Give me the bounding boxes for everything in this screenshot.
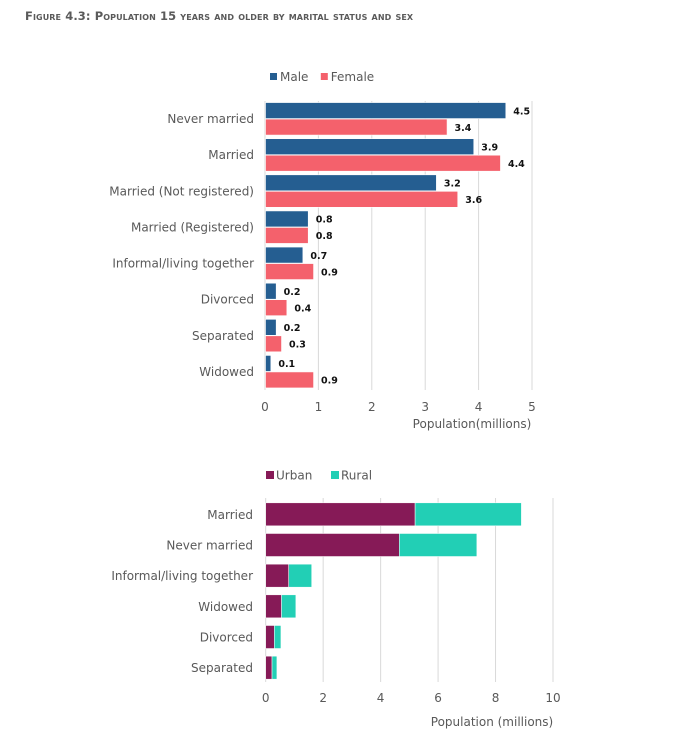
bar-urban-never-married [265,533,400,557]
bar-rural-separated [271,655,278,680]
x-tick-label: 3 [421,400,429,414]
bar-urban-separated [265,655,273,680]
data-label-male-separated: 0.2 [284,323,301,334]
legend-swatch-male [270,73,277,80]
bar-female-widowed [265,371,314,389]
data-label-female-married-registered: 0.8 [316,231,333,242]
figure-title: Figure 4.3: Population 15 years and olde… [25,9,414,23]
bar-male-informal-living-together [265,246,304,264]
legend-label-rural: Rural [341,469,372,483]
data-label-male-never-married: 4.5 [513,106,530,117]
data-label-male-widowed: 0.1 [278,359,295,370]
category-label-informal-living-together: Informal/living together [112,257,254,271]
bar-rural-never-married [399,533,478,557]
legend-label-female: Female [331,70,374,84]
x-tick-label: 4 [377,691,385,705]
bar-female-never-married [265,118,448,136]
bar-male-separated [265,319,277,336]
legend: Urban Rural [266,469,372,483]
legend-swatch-urban [266,471,274,479]
legend-label-male: Male [280,70,308,84]
bar-male-married [265,138,475,155]
data-label-female-never-married: 3.4 [455,123,472,134]
data-label-female-separated: 0.3 [289,340,306,351]
legend-swatch-female [320,73,328,80]
x-tick-label: 4 [475,400,483,414]
bar-urban-married [265,502,416,527]
gridlines [265,498,554,682]
data-label-male-informal-living-together: 0.7 [310,251,327,262]
category-label-separated: Separated [191,661,253,675]
data-label-female-married-not-registered: 3.6 [465,195,482,206]
marital-status-by-area-chart: Married Never married Informal/living toge… [111,469,561,730]
category-label-widowed: Widowed [198,600,253,614]
gridlines [264,101,533,390]
data-label-female-informal-living-together: 0.9 [321,267,338,278]
bars [265,502,522,680]
data-label-female-widowed: 0.9 [321,376,338,387]
x-tick-label: 6 [434,691,442,705]
bar-male-divorced [265,282,277,300]
x-tick-label: 5 [528,400,536,414]
category-label-divorced: Divorced [200,631,253,645]
x-tick-label: 8 [492,691,500,705]
bar-rural-divorced [274,625,282,649]
bar-female-married [265,154,501,172]
data-label-male-married: 3.9 [481,142,498,153]
category-label-married-not-registered: Married (Not registered) [109,184,254,198]
bar-female-separated [265,335,282,353]
x-axis-label: Population(millions) [413,417,532,431]
data-labels: 4.5 3.4 3.9 4.4 3.2 3.6 0.8 0.8 0.7 0.9 0.2 0.4 0.2 0… [278,106,530,386]
x-tick-labels: 0 1 2 3 4 5 [261,400,536,414]
x-tick-label: 10 [545,691,560,705]
bars [265,102,507,389]
x-axis-label: Population (millions) [431,715,553,729]
bar-female-divorced [265,299,288,316]
category-label-never-married: Never married [166,539,253,553]
bar-female-informal-living-together [265,263,314,280]
bar-male-married-registered [265,210,309,228]
bar-male-married-not-registered [265,174,437,192]
x-tick-label: 2 [368,400,376,414]
data-label-female-married: 4.4 [508,159,525,170]
category-label-separated: Separated [192,329,254,343]
category-labels: Married Never married Informal/living toge… [111,508,253,675]
x-tick-labels: 0 2 4 6 8 10 [262,691,561,705]
data-label-male-married-registered: 0.8 [316,215,333,226]
category-label-divorced: Divorced [201,293,254,307]
bar-male-widowed [265,355,272,372]
category-label-married: Married [208,148,254,162]
bar-rural-informal-living-together [288,563,312,588]
data-label-male-divorced: 0.2 [284,287,301,298]
bar-urban-informal-living-together [265,563,289,588]
x-tick-label: 2 [319,691,327,705]
category-label-married-registered: Married (Registered) [131,220,254,234]
legend: Male Female [270,70,374,84]
x-tick-label: 1 [315,400,323,414]
data-label-female-divorced: 0.4 [294,303,311,314]
bar-urban-divorced [265,625,275,649]
category-label-informal-living-together: Informal/living together [111,569,253,583]
x-tick-label: 0 [261,400,269,414]
data-label-male-married-not-registered: 3.2 [444,179,461,190]
legend-swatch-rural [331,471,339,479]
bar-female-married-registered [265,227,309,244]
marital-status-by-sex-chart: 4.5 3.4 3.9 4.4 3.2 3.6 0.8 0.8 0.7 0.9 0.2 0.4 0.2 0… [109,70,536,431]
bar-male-never-married [265,102,507,119]
category-labels: Never married Married Married (Not registe… [109,112,254,379]
bar-rural-widowed [281,594,297,619]
legend-label-urban: Urban [276,469,312,483]
bar-rural-married [414,502,522,527]
category-label-widowed: Widowed [199,365,254,379]
category-label-never-married: Never married [167,112,254,126]
bar-female-married-not-registered [265,191,459,208]
x-tick-label: 0 [262,691,270,705]
category-label-married: Married [207,508,253,522]
bar-urban-widowed [265,594,282,619]
